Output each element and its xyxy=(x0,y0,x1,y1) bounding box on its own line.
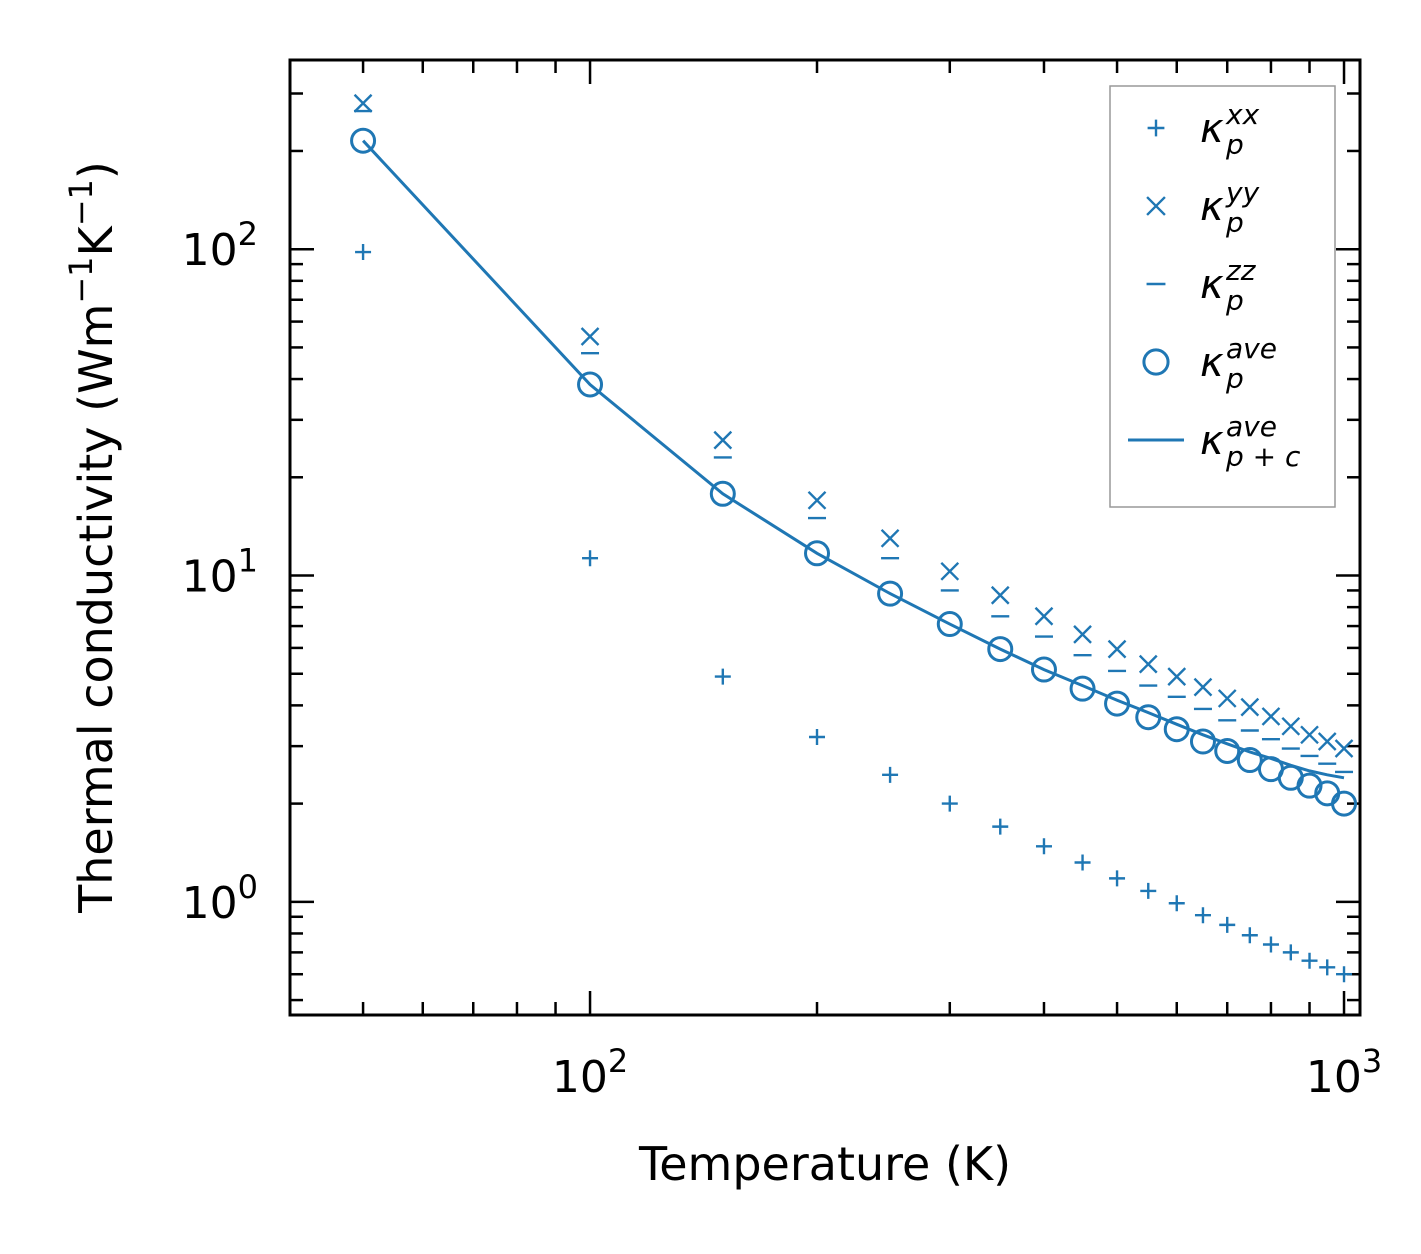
kave-point xyxy=(1331,790,1358,817)
kave-point xyxy=(709,480,736,507)
kave-point xyxy=(577,371,604,398)
kyy-point xyxy=(1167,667,1187,686)
kyy-point xyxy=(1281,716,1301,736)
kyy-point xyxy=(1193,677,1213,697)
legend-item-kyy: κ yyp xyxy=(1146,176,1260,239)
kyy-point xyxy=(880,528,900,548)
plot-frame xyxy=(288,58,1362,1017)
kxx-point xyxy=(1282,944,1299,961)
tick-labels: 102 103 100 101 102 xyxy=(182,215,1383,1103)
legend-label: κ xyxy=(1200,184,1224,230)
legend-item-kxx: κ xxp xyxy=(1147,98,1260,161)
series-kyy xyxy=(353,93,1354,758)
kave-point xyxy=(1069,675,1096,702)
series-kxx xyxy=(355,244,1353,983)
legend-label: κ xyxy=(1200,418,1224,464)
legend-label-sub: p + c xyxy=(1225,440,1301,473)
kave-point xyxy=(1189,728,1216,755)
legend-marker-swatch xyxy=(1147,119,1165,137)
kyy-point xyxy=(1138,654,1158,674)
kave-point xyxy=(936,611,963,638)
kxx-point xyxy=(1241,927,1258,944)
kyy-point xyxy=(1300,725,1319,745)
legend-label-sup: ave xyxy=(1226,332,1277,365)
legend-label-sup: yy xyxy=(1225,176,1260,209)
legend-label-sup: ave xyxy=(1226,410,1277,443)
kave_pc-line xyxy=(362,139,1345,780)
legend-frame xyxy=(1109,85,1336,508)
kyy-point xyxy=(1334,739,1354,758)
kyy-point xyxy=(1217,689,1237,708)
kave-point xyxy=(804,540,831,567)
x-axis-label: Temperature (K) xyxy=(638,1137,1011,1191)
kxx-point xyxy=(941,795,958,812)
kyy-point xyxy=(1240,697,1260,717)
kyy-point xyxy=(990,585,1010,605)
kyy-point xyxy=(807,490,827,510)
kxx-point xyxy=(809,728,826,745)
legend-label-sub: p xyxy=(1225,362,1244,395)
legend-label: κ xyxy=(1200,106,1224,152)
y-tick-label: 102 xyxy=(182,215,258,276)
series-kzz xyxy=(354,109,1354,774)
tick-marks xyxy=(288,60,1360,1015)
legend-item-kzz: κ zzp xyxy=(1146,254,1257,317)
kyy-point xyxy=(713,430,733,450)
kave-point xyxy=(1236,747,1263,774)
kyy-point xyxy=(940,561,960,581)
legend-label: κ xyxy=(1200,262,1224,308)
kxx-point xyxy=(1074,854,1091,871)
kxx-point xyxy=(355,244,372,261)
kxx-point xyxy=(582,550,599,567)
legend-label-sup: zz xyxy=(1225,254,1257,287)
kave-point xyxy=(877,580,904,607)
kxx-point xyxy=(1109,870,1126,887)
kxx-point xyxy=(1168,895,1185,912)
kxx-point xyxy=(1194,907,1211,924)
legend-label-sup: xx xyxy=(1225,98,1260,131)
kyy-point xyxy=(1107,639,1127,659)
kxx-point xyxy=(992,818,1009,835)
kyy-point xyxy=(580,327,600,346)
kxx-point xyxy=(1035,838,1052,855)
legend-label-sub: p xyxy=(1225,128,1244,161)
legend-label: κ xyxy=(1200,340,1224,386)
kxx-point xyxy=(882,766,899,783)
kyy-point xyxy=(1034,606,1054,626)
kyy-point xyxy=(1261,707,1281,726)
kyy-point xyxy=(1317,732,1337,751)
kxx-point xyxy=(1262,936,1279,953)
legend-label-sub: p xyxy=(1225,284,1244,317)
kave-point xyxy=(350,127,377,154)
y-tick-label: 100 xyxy=(182,868,258,929)
kxx-point xyxy=(1219,916,1236,933)
data-series xyxy=(350,93,1358,983)
legend-marker-swatch xyxy=(1142,348,1170,376)
kxx-point xyxy=(1140,882,1157,899)
kxx-point xyxy=(1336,966,1353,983)
kave-point xyxy=(1296,772,1323,799)
kave-point xyxy=(1214,737,1241,764)
series-kave_pc xyxy=(362,139,1345,780)
kave-point xyxy=(1030,656,1057,683)
y-tick-label: 101 xyxy=(182,542,258,603)
legend-label-sub: p xyxy=(1225,206,1244,239)
x-tick-label: 102 xyxy=(552,1042,628,1103)
x-tick-label: 103 xyxy=(1306,1042,1382,1103)
kxx-point xyxy=(1319,959,1336,976)
legend-marker-swatch xyxy=(1146,196,1166,216)
kxx-point xyxy=(714,668,731,685)
kyy-point xyxy=(1073,625,1092,644)
kxx-point xyxy=(1301,952,1318,969)
kave-point xyxy=(987,636,1014,663)
kyy-point xyxy=(353,93,373,113)
y-axis-label: Thermal conductivity (Wm−1K−1) xyxy=(62,161,123,914)
